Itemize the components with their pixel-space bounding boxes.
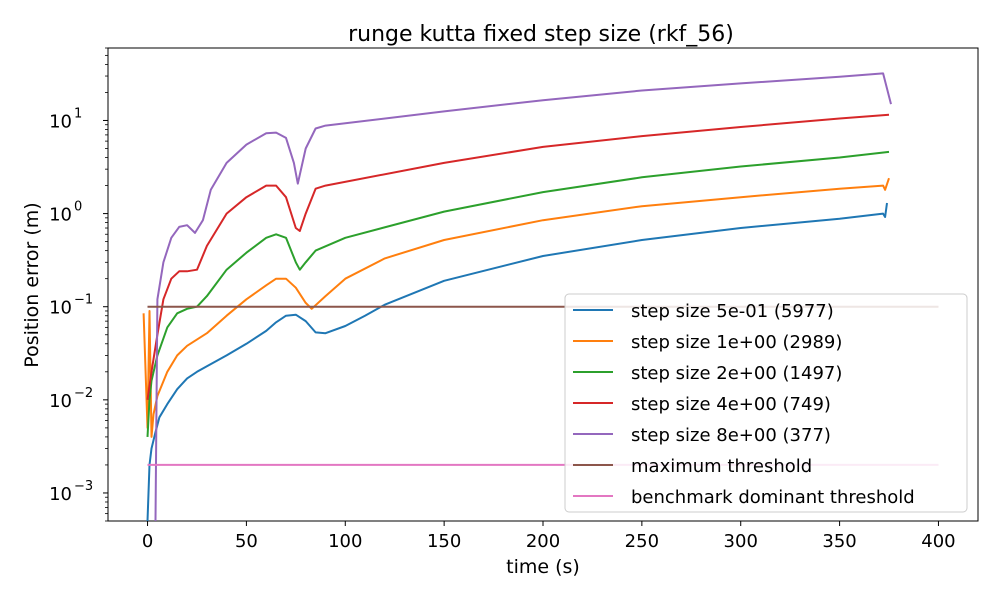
chart-title: runge kutta fixed step size (rkf_56) [348, 22, 734, 47]
legend: step size 5e-01 (5977) step size 1e+00 (2… [564, 293, 968, 513]
y-tick-exponent: 0 [74, 200, 82, 215]
y-tick-label: 10 [49, 298, 72, 319]
y-tick-exponent: −1 [74, 293, 93, 308]
legend-label-4: step size 4e+00 (749) [631, 394, 831, 415]
y-tick-label: 10 [49, 205, 72, 226]
y-tick-label: 10 [49, 111, 72, 132]
y-tick-label: 10 [49, 391, 72, 412]
y-axis-label: Position error (m) [21, 202, 43, 367]
x-tick-label: 150 [427, 531, 461, 552]
x-tick-label: 300 [724, 531, 758, 552]
y-tick-exponent: 1 [74, 106, 82, 121]
x-tick-label: 50 [235, 531, 258, 552]
series-line-1 [146, 202, 888, 521]
y-tick-exponent: −2 [74, 386, 93, 401]
legend-box [564, 293, 968, 513]
y-tick-label: 10 [49, 484, 72, 505]
x-tick-label: 200 [526, 531, 560, 552]
legend-label-1: step size 5e-01 (5977) [631, 301, 834, 322]
legend-label-7: benchmark dominant threshold [631, 487, 915, 508]
series-line-3 [146, 150, 890, 437]
x-tick-label: 400 [921, 531, 955, 552]
x-tick-label: 250 [625, 531, 659, 552]
x-axis-label: time (s) [506, 556, 580, 578]
series-line-5 [154, 72, 892, 521]
y-tick-exponent: −3 [74, 479, 93, 494]
x-tick-label: 0 [142, 531, 153, 552]
x-tick-label: 100 [328, 531, 362, 552]
legend-label-5: step size 8e+00 (377) [631, 425, 831, 446]
x-tick-label: 350 [822, 531, 856, 552]
legend-label-6: maximum threshold [631, 456, 812, 477]
series-line-4 [146, 113, 890, 400]
legend-label-2: step size 1e+00 (2989) [631, 332, 842, 353]
legend-label-3: step size 2e+00 (1497) [631, 363, 842, 384]
